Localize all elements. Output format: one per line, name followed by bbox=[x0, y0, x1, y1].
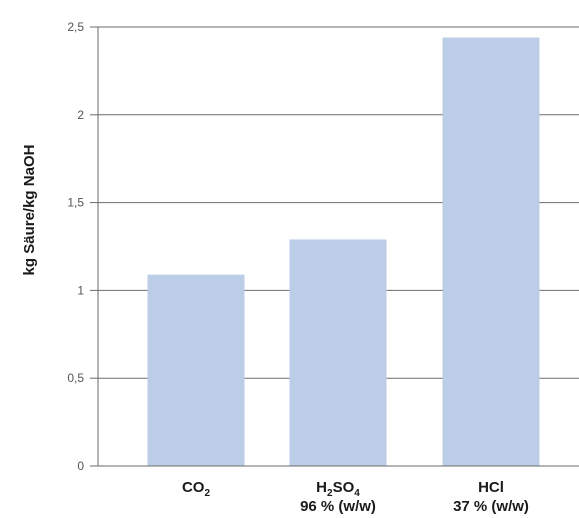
x-category-label: CO2 bbox=[182, 479, 211, 499]
x-category-label: H2SO4 bbox=[316, 479, 360, 499]
y-tick-label: 1,5 bbox=[67, 196, 84, 210]
x-category-label: HCl bbox=[478, 479, 504, 496]
x-category-sublabel: 37 % (w/w) bbox=[453, 498, 529, 515]
x-category-sublabel: 96 % (w/w) bbox=[300, 498, 376, 515]
axes-layer bbox=[90, 26, 579, 467]
bar bbox=[289, 239, 387, 466]
y-axis-label: kg Säure/kg NaOH bbox=[21, 145, 38, 276]
y-tick-label: 0 bbox=[77, 459, 84, 473]
y-tick-label: 1 bbox=[77, 283, 84, 297]
y-tick-label: 2,5 bbox=[67, 20, 84, 34]
y-tick-label: 0,5 bbox=[67, 371, 84, 385]
y-tick-label: 2 bbox=[77, 108, 84, 122]
bar bbox=[147, 274, 245, 466]
bar bbox=[442, 37, 540, 466]
bars-layer bbox=[147, 37, 540, 466]
